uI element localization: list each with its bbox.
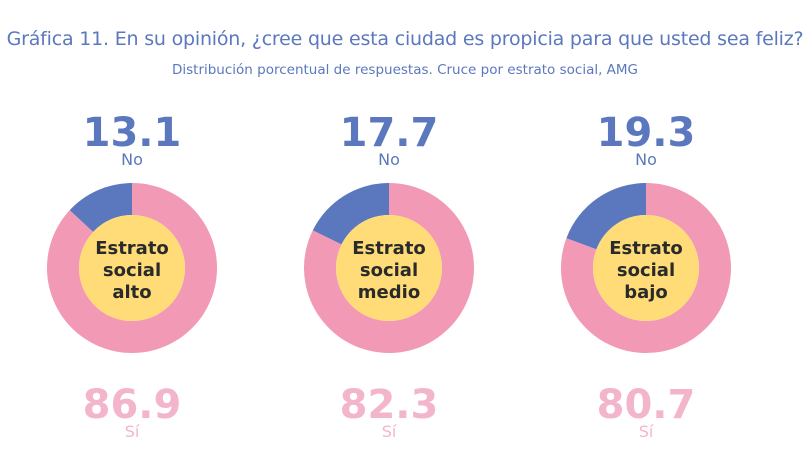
center-label: alto (112, 282, 151, 303)
slice-si (304, 182, 475, 353)
label-no: No (635, 150, 657, 169)
slice-no (69, 183, 132, 232)
value-si: 82.3 (340, 382, 439, 428)
slice-si (561, 183, 731, 353)
value-no: 17.7 (340, 110, 439, 156)
label-si: Sí (639, 422, 654, 441)
label-no: No (121, 150, 143, 169)
donut-center (593, 215, 699, 321)
center-label: Estrato (352, 238, 426, 259)
donut-center (79, 215, 185, 321)
value-no: 13.1 (83, 110, 182, 156)
chart-title: Gráfica 11. En su opinión, ¿cree que est… (6, 28, 804, 50)
center-label: Estrato (95, 238, 169, 259)
label-no: No (378, 150, 400, 169)
center-label: Estrato (609, 238, 683, 259)
center-label: social (360, 260, 418, 281)
value-si: 86.9 (83, 382, 182, 428)
slice-no (312, 183, 389, 245)
center-label: bajo (624, 282, 668, 303)
chart-subtitle: Distribución porcentual de respuestas. C… (171, 62, 639, 78)
value-no: 19.3 (597, 110, 696, 156)
value-si: 80.7 (597, 382, 696, 428)
slice-no (566, 183, 646, 250)
label-si: Sí (125, 422, 140, 441)
center-label: social (617, 260, 675, 281)
label-si: Sí (382, 422, 397, 441)
slice-si (47, 183, 218, 353)
donut-center (336, 215, 442, 321)
center-label: social (103, 260, 161, 281)
center-label: medio (358, 282, 420, 303)
